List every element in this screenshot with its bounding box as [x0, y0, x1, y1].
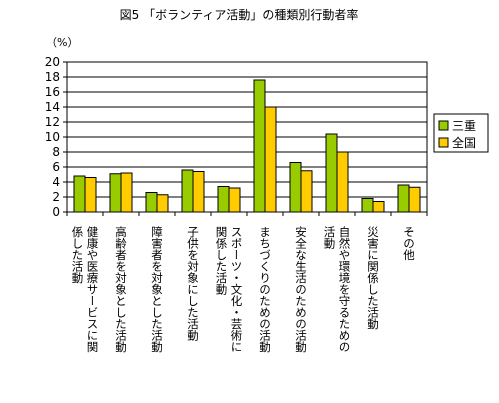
bar-mie: [289, 162, 302, 213]
y-tick-label: 6: [52, 160, 60, 174]
bar-zenkoku: [264, 106, 277, 213]
bar-zenkoku: [156, 194, 169, 213]
y-tick-label: 4: [52, 175, 60, 189]
bar-zenkoku: [228, 187, 241, 213]
category-label: まちづくりのための活動: [258, 226, 272, 353]
category-label: 子供を対象にした活動: [186, 226, 200, 342]
bar-mie: [181, 169, 194, 213]
bar-mie: [325, 133, 338, 213]
category-label: 関係した活動: [215, 226, 229, 296]
y-tick-label: 8: [52, 145, 60, 159]
y-tick-label: 0: [52, 205, 60, 219]
category-label: 自然や環境を守るための: [338, 226, 352, 353]
legend-label: 全国: [452, 135, 476, 150]
y-tick-label: 20: [45, 55, 60, 69]
category-label: 健康や医療サービスに関: [86, 226, 100, 353]
bar-mie: [145, 192, 158, 213]
legend-label: 三重: [452, 119, 476, 133]
bar-mie: [109, 173, 122, 213]
category-label: 安全な生活のための活動: [294, 225, 308, 353]
bar-mie: [253, 79, 266, 213]
bar-zenkoku: [408, 186, 421, 213]
y-tick-label: 16: [45, 85, 60, 99]
bar-zenkoku: [192, 171, 205, 213]
legend-swatch: [438, 120, 449, 131]
category-label: その他: [402, 226, 416, 261]
y-tick-label: 18: [45, 70, 60, 84]
category-label: 障害者を対象とした活動: [150, 225, 164, 353]
category-label: 係した活動: [71, 226, 85, 284]
y-tick-label: 12: [45, 115, 60, 129]
chart-title: 図5 「ボランティア活動」の種類別行動者率: [120, 7, 359, 22]
bar-zenkoku: [300, 170, 313, 213]
bar-mie: [217, 186, 230, 213]
bar-zenkoku: [84, 177, 97, 213]
bar-mie: [397, 184, 410, 213]
bar-mie: [361, 198, 374, 213]
category-label: 災害に関係した活動: [366, 226, 380, 330]
category-label: 高齢者を対象とした活動: [114, 225, 128, 353]
y-tick-label: 2: [52, 190, 60, 204]
bar-mie: [73, 175, 86, 213]
y-axis-unit: （%）: [46, 36, 78, 49]
y-tick-label: 14: [45, 100, 60, 114]
bar-zenkoku: [336, 151, 349, 213]
category-label: 活動: [323, 225, 337, 250]
bar-zenkoku: [120, 172, 133, 213]
bar-zenkoku: [372, 201, 385, 213]
y-tick-label: 10: [45, 130, 60, 144]
legend-swatch: [438, 137, 449, 148]
category-label: スポーツ・文化・芸術に: [230, 226, 244, 353]
